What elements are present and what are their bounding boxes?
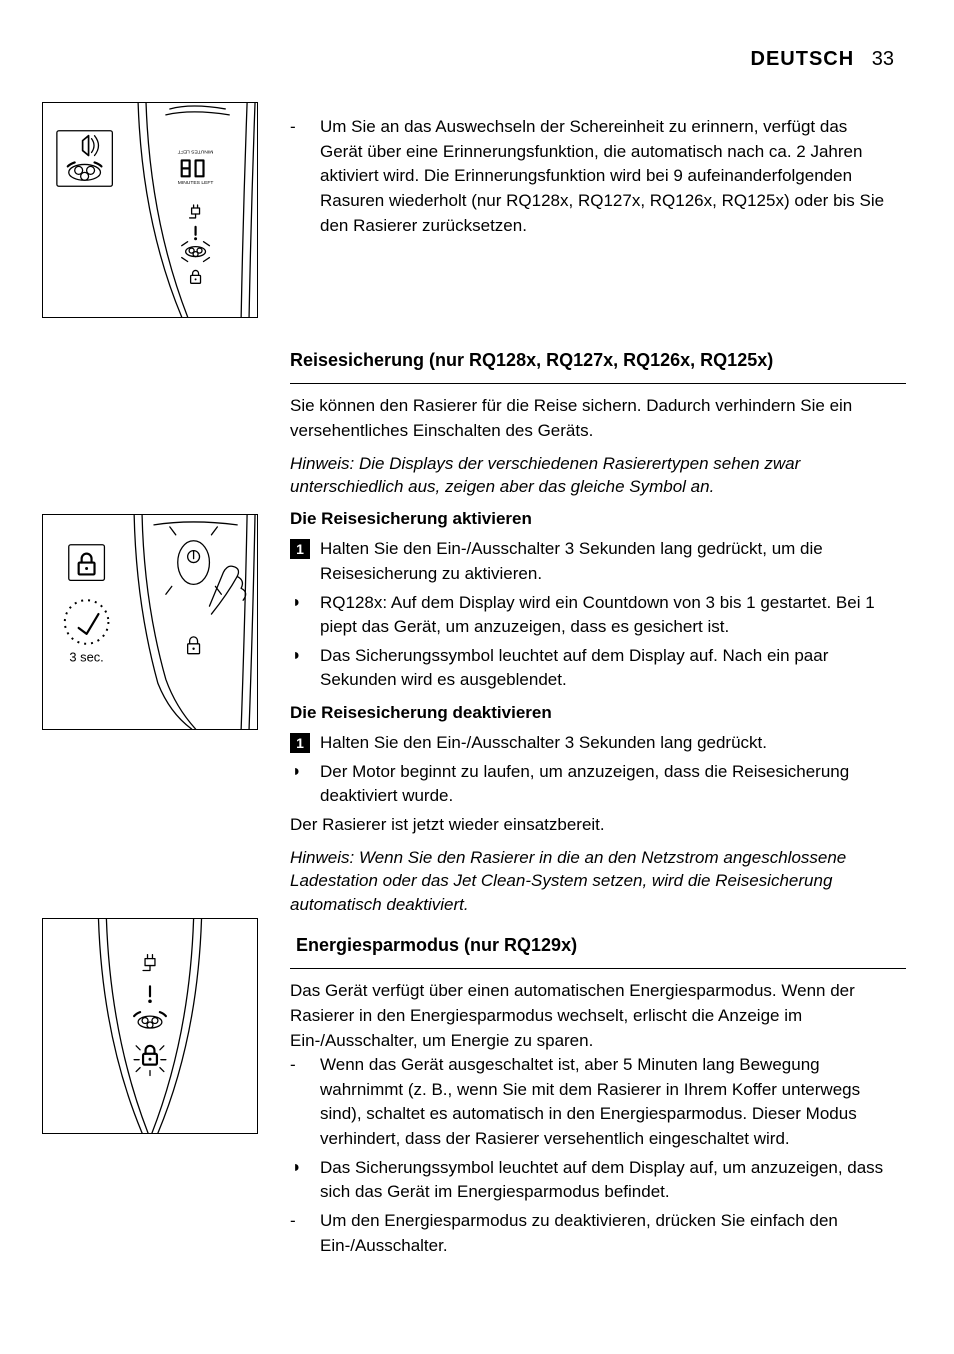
heading-rule [290, 383, 906, 384]
section-heading-travel-lock: Reisesicherung (nur RQ128x, RQ127x, RQ12… [290, 348, 894, 373]
illustration-reminder: MINUTES LEFT MINUTES LEFT [42, 102, 258, 318]
result-bullet: ◗ Das Sicherungssymbol leuchtet auf dem … [290, 644, 894, 693]
after-text: Der Rasierer ist jetzt wieder einsatzber… [290, 813, 894, 838]
header-language: DEUTSCH [751, 48, 855, 70]
triangle-bullet-icon: ◗ [292, 1156, 306, 1205]
subheading-deactivate: Die Reisesicherung deaktivieren [290, 703, 894, 723]
triangle-bullet-icon: ◗ [292, 760, 306, 809]
section-heading-energy-saving: Energiesparmodus (nur RQ129x) [290, 933, 894, 958]
list-item: - Wenn das Gerät ausgeschaltet ist, aber… [290, 1053, 894, 1152]
step-number-icon: 1 [290, 733, 310, 753]
bullet-text: RQ128x: Auf dem Display wird ein Countdo… [320, 591, 894, 640]
bullet-text: Das Sicherungssymbol leuchtet auf dem Di… [320, 1156, 894, 1205]
list-item: - Um Sie an das Auswechseln der Scherein… [290, 115, 894, 238]
result-bullet: ◗ Der Motor beginnt zu laufen, um anzuze… [290, 760, 894, 809]
triangle-bullet-icon: ◗ [292, 644, 306, 693]
bullet-text: Das Sicherungssymbol leuchtet auf dem Di… [320, 644, 894, 693]
bullet-text: Der Motor beginnt zu laufen, um anzuzeig… [320, 760, 894, 809]
dash-marker: - [290, 115, 302, 238]
heading-rule [290, 968, 906, 969]
triangle-bullet-icon: ◗ [292, 591, 306, 640]
running-header: DEUTSCH 33 [751, 48, 894, 71]
travel-lock-note2: Hinweis: Wenn Sie den Rasierer in die an… [290, 846, 894, 917]
svg-text:MINUTES LEFT: MINUTES LEFT [178, 180, 214, 186]
svg-text:MINUTES LEFT: MINUTES LEFT [178, 149, 214, 155]
subheading-activate: Die Reisesicherung aktivieren [290, 509, 894, 529]
numbered-step: 1 Halten Sie den Ein-/Ausschalter 3 Seku… [290, 731, 894, 756]
energy-intro: Das Gerät verfügt über einen automatisch… [290, 979, 894, 1053]
header-page-number: 33 [872, 48, 894, 70]
energy-item1: Wenn das Gerät ausgeschaltet ist, aber 5… [320, 1053, 894, 1152]
numbered-step: 1 Halten Sie den Ein-/Ausschalter 3 Seku… [290, 537, 894, 586]
dash-marker: - [290, 1209, 302, 1258]
step-text: Halten Sie den Ein-/Ausschalter 3 Sekund… [320, 731, 894, 756]
timer-label: 3 sec. [69, 650, 103, 665]
dash-marker: - [290, 1053, 302, 1152]
main-text-column: - Um Sie an das Auswechseln der Scherein… [290, 115, 894, 1262]
reminder-text: Um Sie an das Auswechseln der Schereinhe… [320, 115, 894, 238]
list-item: - Um den Energiesparmodus zu deaktiviere… [290, 1209, 894, 1258]
travel-lock-intro: Sie können den Rasierer für die Reise si… [290, 394, 894, 443]
step-text: Halten Sie den Ein-/Ausschalter 3 Sekund… [320, 537, 894, 586]
energy-item2: Um den Energiesparmodus zu deaktivieren,… [320, 1209, 894, 1258]
result-bullet: ◗ RQ128x: Auf dem Display wird ein Count… [290, 591, 894, 640]
result-bullet: ◗ Das Sicherungssymbol leuchtet auf dem … [290, 1156, 894, 1205]
step-number-icon: 1 [290, 539, 310, 559]
travel-lock-note1: Hinweis: Die Displays der verschiedenen … [290, 452, 894, 500]
illustration-energy-saving [42, 918, 258, 1134]
illustration-travel-lock: 3 sec. [42, 514, 258, 730]
